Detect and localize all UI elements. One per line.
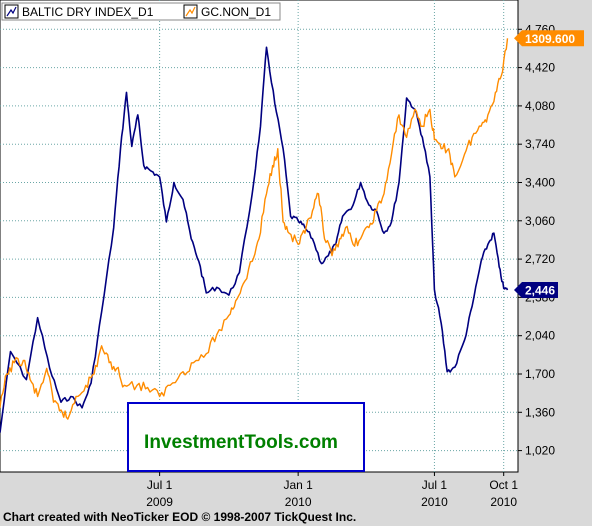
footer-credit: Chart created with NeoTicker EOD © 1998-… (3, 510, 357, 524)
y-tick-label: 3,400 (525, 175, 555, 189)
y-tick-label: 1,700 (525, 367, 555, 381)
x-axis: Jul 1 2009 Jan 1 2010 Jul 1 2010 Oct 1 2010 (146, 472, 518, 509)
x-tick-label: Jul 1 (422, 478, 448, 492)
watermark: InvestmentTools.com (127, 402, 365, 472)
gold-last-value-tag (514, 30, 584, 47)
series-layer (0, 38, 509, 433)
x-tick-year-label: 2010 (490, 495, 517, 509)
legend-box (1, 2, 281, 21)
watermark-text: InvestmentTools.com (144, 432, 338, 453)
x-tick-year-label: 2009 (146, 495, 173, 509)
legend-item-baltic: BALTIC DRY INDEX_D1 (4, 4, 154, 19)
last-value-labels: 2,446 1309.600 (514, 30, 584, 298)
baltic-dry-index-line (0, 46, 509, 433)
y-tick-label: 4,080 (525, 99, 555, 113)
baltic-last-value-label: 2,446 (525, 283, 555, 297)
y-tick-label: 4,420 (525, 61, 555, 75)
x-tick-label: Jul 1 (147, 478, 173, 492)
watermark-box (127, 402, 365, 472)
y-tick-label: 2,040 (525, 329, 555, 343)
legend-line-icon-gold (185, 6, 196, 17)
legend: BALTIC DRY INDEX_D1 GC.NON_D1 (1, 2, 281, 21)
x-tick-label: Oct 1 (489, 478, 518, 492)
y-tick-label: 2,720 (525, 252, 555, 266)
y-tick-label: 1,020 (525, 444, 555, 458)
y-axis: 1,0201,3601,7002,0402,3802,7203,0603,400… (518, 22, 555, 458)
gold-price-line (0, 38, 509, 420)
x-tick-year-label: 2010 (421, 495, 448, 509)
legend-item-gold: GC.NON_D1 (183, 4, 271, 19)
legend-label-baltic: BALTIC DRY INDEX_D1 (22, 5, 154, 19)
y-tick-label: 1,360 (525, 405, 555, 419)
gold-last-value-label: 1309.600 (525, 32, 575, 46)
x-tick-year-label: 2010 (285, 495, 312, 509)
y-tick-label: 3,740 (525, 137, 555, 151)
x-tick-label: Jan 1 (283, 478, 313, 492)
baltic-last-value-tag (514, 281, 558, 298)
legend-label-gold: GC.NON_D1 (201, 5, 271, 19)
legend-line-icon-baltic (6, 6, 17, 17)
y-tick-label: 3,060 (525, 214, 555, 228)
